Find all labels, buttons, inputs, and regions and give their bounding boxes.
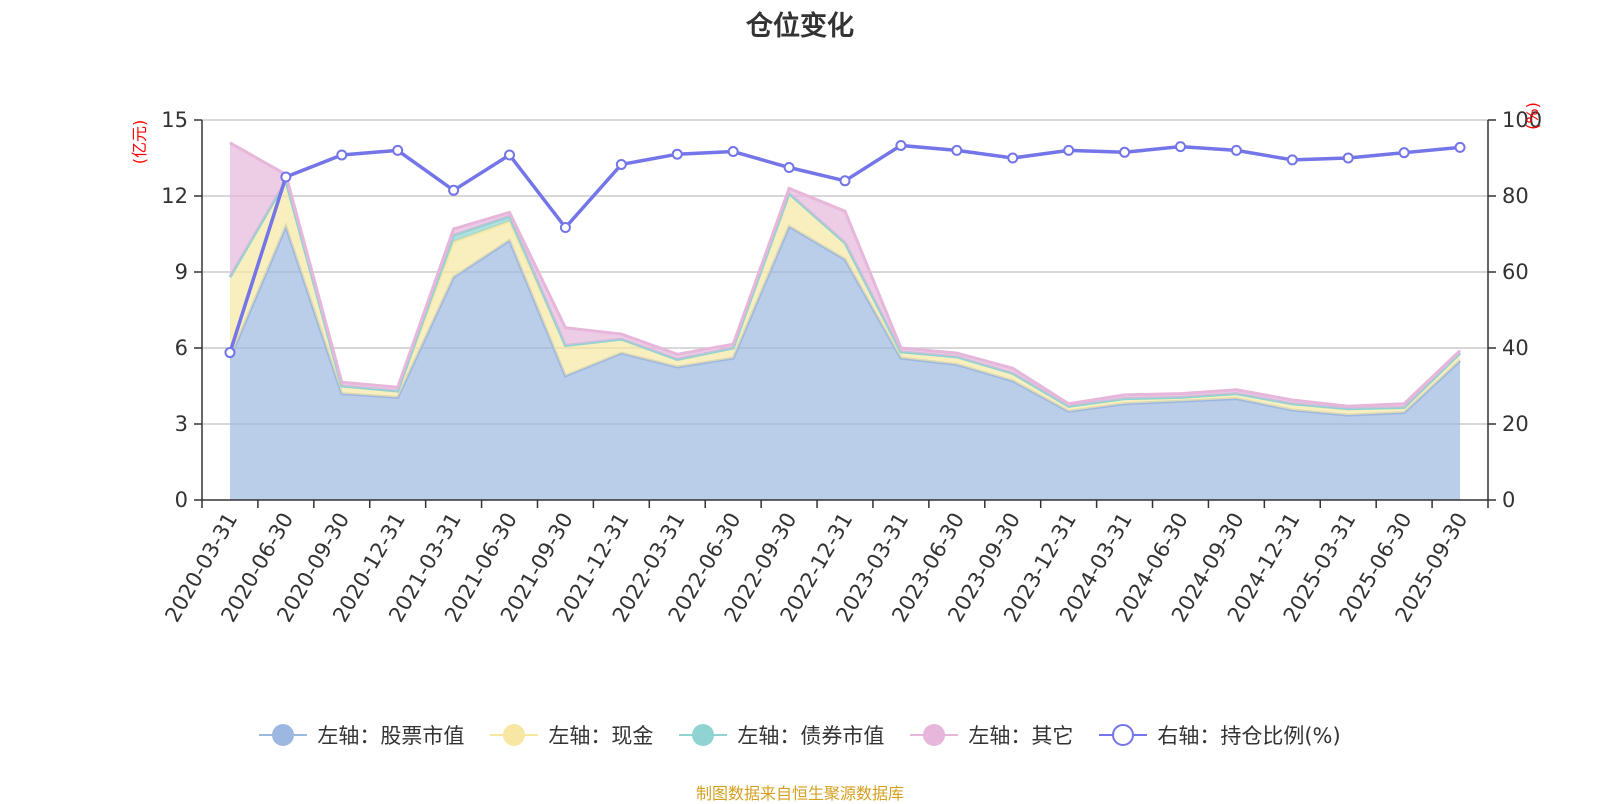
ratio-point	[1342, 152, 1354, 164]
line-other	[229, 141, 1462, 408]
ratio-point	[559, 222, 571, 234]
ratio-point	[1230, 144, 1242, 156]
legend-item-other[interactable]: 左轴：其它	[910, 720, 1073, 750]
ratio-point	[1454, 141, 1466, 153]
ratio-point	[615, 158, 627, 170]
left-axis-tick-label: 6	[175, 336, 188, 360]
ratio-point	[280, 171, 292, 183]
area-cash	[229, 180, 1461, 416]
legend-item-cash[interactable]: 左轴：现金	[490, 720, 653, 750]
ratio-point	[224, 347, 236, 359]
left-axis-tick-label: 12	[161, 184, 188, 208]
ratio-point	[448, 184, 460, 196]
ratio-point	[392, 144, 404, 156]
legend-item-ratio[interactable]: 右轴：持仓比例(%)	[1099, 720, 1341, 750]
legend-swatch-icon	[1099, 724, 1148, 746]
ratio-point	[1174, 141, 1186, 153]
legend-label: 左轴：现金	[548, 724, 654, 748]
legend-item-bond[interactable]: 左轴：债券市值	[679, 720, 884, 750]
ratio-point	[1286, 154, 1298, 166]
line-bond	[228, 176, 1462, 411]
legend-swatch-icon	[259, 724, 308, 746]
right-axis-tick-label: 0	[1502, 488, 1515, 512]
left-axis-tick-label: 0	[175, 488, 188, 512]
left-axis-tick-label: 15	[161, 108, 188, 132]
ratio-point	[1063, 144, 1075, 156]
right-axis-tick-label: 20	[1502, 412, 1529, 436]
ratio-point	[1398, 147, 1410, 159]
ratio-point	[1007, 152, 1019, 164]
right-axis-tick-label: 40	[1502, 336, 1529, 360]
legend-swatch-icon	[679, 724, 728, 746]
ratio-point	[1119, 146, 1131, 158]
chart-title: 仓位变化	[746, 11, 854, 42]
left-axis-tick-label: 9	[175, 260, 188, 284]
stacked-areas	[228, 141, 1462, 500]
ratio-point	[504, 149, 516, 161]
right-axis-tick-label: 100	[1502, 108, 1542, 132]
legend-swatch-icon	[910, 724, 959, 746]
legend-item-stock[interactable]: 左轴：股票市值	[259, 720, 464, 750]
ratio-point	[895, 139, 907, 151]
ratio-point	[951, 144, 963, 156]
legend-label: 右轴：持仓比例(%)	[1157, 724, 1341, 748]
legend-label: 左轴：股票市值	[317, 724, 465, 748]
ratio-point	[783, 162, 795, 173]
right-axis-tick-label: 80	[1502, 184, 1529, 208]
legend-label: 左轴：其它	[968, 724, 1074, 748]
legend-label: 左轴：债券市值	[737, 724, 885, 748]
legend-swatch-icon	[490, 724, 539, 746]
ratio-line-layer	[224, 139, 1466, 359]
left-axis-tick-label: 3	[175, 412, 188, 436]
area-stock	[229, 226, 1461, 500]
source-note: 制图数据来自恒生聚源数据库	[695, 784, 904, 803]
ratio-point	[727, 146, 739, 158]
left-axis-unit: (亿元)	[130, 120, 149, 165]
right-axis-tick-label: 60	[1502, 260, 1529, 284]
chart-legend: 左轴：股票市值 左轴：现金 左轴：债券市值 左轴：其它 右轴：持仓比例(%)	[0, 720, 1600, 750]
ratio-point	[336, 149, 348, 161]
right-axis-unit: (%)	[1523, 102, 1542, 130]
ratio-point	[839, 175, 851, 187]
ratio-point	[671, 148, 683, 160]
